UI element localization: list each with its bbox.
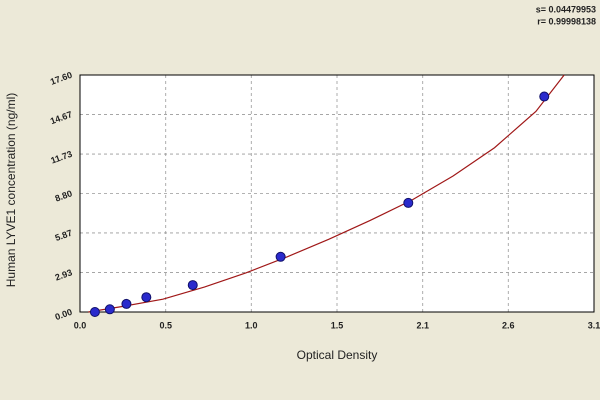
annotation: r= 0.99998138 xyxy=(537,16,596,26)
data-point xyxy=(539,91,550,102)
x-tick-label: 1.5 xyxy=(331,320,344,330)
data-point xyxy=(141,292,152,303)
data-point xyxy=(403,197,414,208)
x-tick-label: 0.0 xyxy=(74,320,87,330)
x-axis-label: Optical Density xyxy=(297,348,378,362)
y-axis-label: Human LYVE1 concentration (ng/ml) xyxy=(4,93,18,288)
data-point xyxy=(187,280,198,291)
x-tick-label: 2.1 xyxy=(416,320,429,330)
annotation: s= 0.04479953 xyxy=(536,4,596,14)
plot-area xyxy=(80,75,594,312)
y-tick-label: 2.93 xyxy=(54,267,74,282)
y-tick-label: 0.00 xyxy=(54,307,74,322)
x-tick-label: 2.6 xyxy=(502,320,515,330)
plot-border xyxy=(79,74,595,313)
y-tick-label: 8.80 xyxy=(54,188,74,203)
x-tick-label: 0.5 xyxy=(159,320,172,330)
y-tick-label: 5.87 xyxy=(54,228,74,243)
data-point xyxy=(104,304,115,315)
data-point xyxy=(121,298,132,309)
x-tick-label: 1.0 xyxy=(245,320,258,330)
data-point xyxy=(89,307,100,317)
fit-curve xyxy=(88,74,565,313)
data-point xyxy=(275,251,286,262)
y-tick-label: 11.73 xyxy=(49,149,73,166)
x-tick-label: 3.1 xyxy=(588,320,600,330)
y-tick-label: 17.60 xyxy=(49,70,74,87)
y-tick-label: 14.67 xyxy=(49,109,74,126)
